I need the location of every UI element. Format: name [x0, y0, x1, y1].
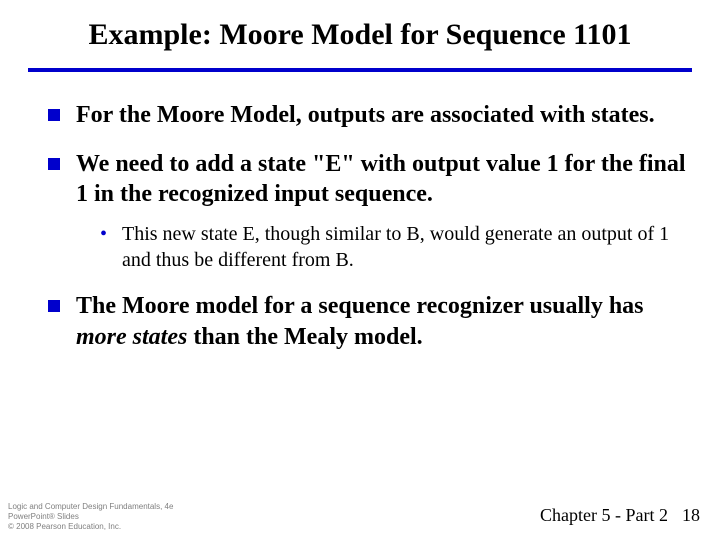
- bullet-3: The Moore model for a sequence recognize…: [48, 291, 692, 352]
- footer-copyright: © 2008 Pearson Education, Inc.: [8, 522, 173, 532]
- sub-bullet-1-text: This new state E, though similar to B, w…: [122, 223, 669, 271]
- footer-book: Logic and Computer Design Fundamentals, …: [8, 502, 173, 512]
- bullet-list: For the Moore Model, outputs are associa…: [28, 100, 692, 353]
- slide-title: Example: Moore Model for Sequence 1101: [28, 18, 692, 52]
- footer-left: Logic and Computer Design Fundamentals, …: [8, 502, 173, 532]
- footer-right: Chapter 5 - Part 2 18: [540, 505, 700, 526]
- bullet-3-em: more states: [76, 324, 187, 350]
- sub-bullet-1: This new state E, though similar to B, w…: [100, 222, 692, 273]
- footer-page: 18: [682, 505, 700, 525]
- slide: Example: Moore Model for Sequence 1101 F…: [0, 0, 720, 540]
- sub-bullet-list: This new state E, though similar to B, w…: [76, 222, 692, 273]
- bullet-2-text: We need to add a state "E" with output v…: [76, 151, 686, 208]
- footer-chapter: Chapter 5 - Part 2: [540, 505, 668, 525]
- bullet-3-post: than the Mealy model.: [187, 324, 422, 350]
- bullet-2: We need to add a state "E" with output v…: [48, 149, 692, 274]
- bullet-1-text: For the Moore Model, outputs are associa…: [76, 102, 655, 128]
- footer-slides: PowerPoint® Slides: [8, 512, 173, 522]
- bullet-3-pre: The Moore model for a sequence recognize…: [76, 293, 644, 319]
- bullet-1: For the Moore Model, outputs are associa…: [48, 100, 692, 131]
- title-rule: [28, 68, 692, 72]
